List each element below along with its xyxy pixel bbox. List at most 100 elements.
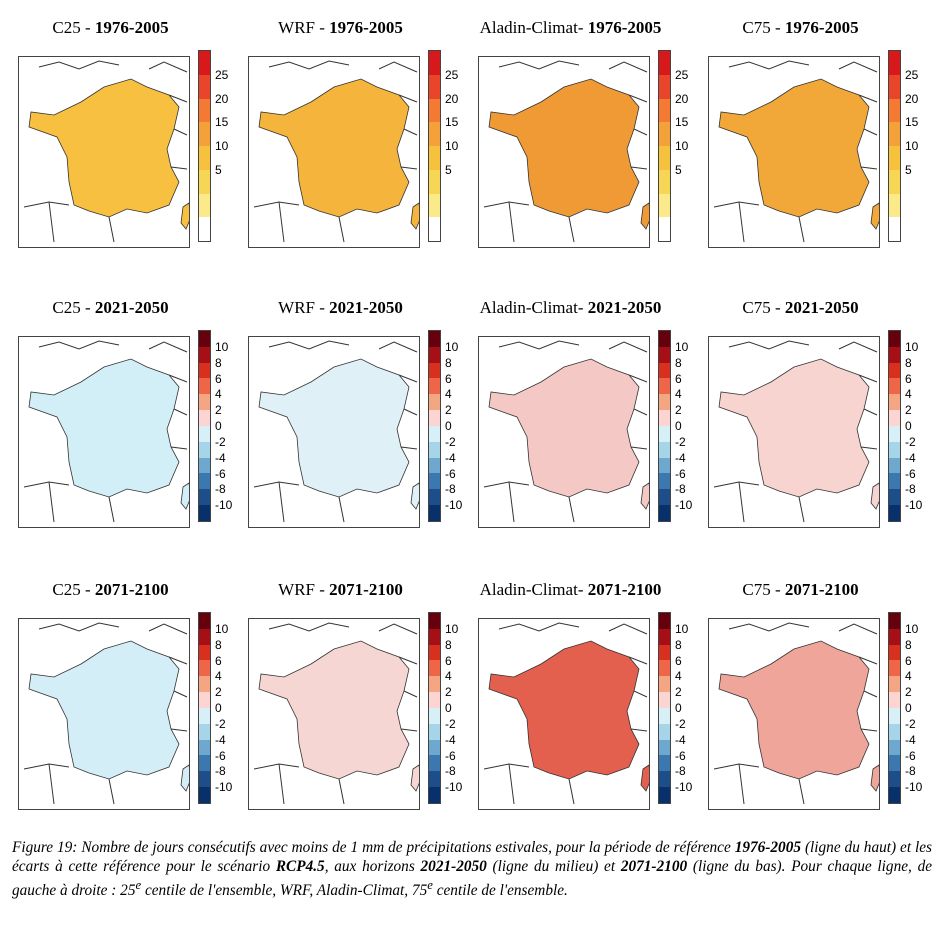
panel-separator: -: [770, 298, 785, 317]
panel-period: 1976-2005: [587, 18, 662, 37]
colorbar-segment: [199, 755, 210, 772]
panel-model: Aladin-Climat: [479, 18, 578, 37]
colorbar-tick-label: 10: [905, 339, 919, 354]
country-borders: [483, 622, 648, 805]
colorbar-tick-label: 6: [905, 371, 912, 386]
map-panel: WRF - 1976-2005 25 20 15 10 5: [238, 18, 463, 278]
colorbar-segment: [889, 193, 900, 218]
colorbar-tick-label: 5: [905, 162, 912, 177]
colorbar-segment: [659, 425, 670, 442]
colorbar-segment: [429, 660, 440, 677]
colorbar-tick-label: -6: [905, 748, 916, 763]
panel-model: C75: [742, 580, 771, 599]
colorbar-segment: [199, 739, 210, 756]
corsica-shape: [640, 202, 649, 230]
panel-separator: -: [577, 580, 588, 599]
figure-caption: Figure 19: Nombre de jours consécutifs a…: [12, 838, 932, 900]
panel-period: 2071-2100: [587, 580, 662, 599]
colorbar-segment: [429, 217, 440, 241]
colorbar-tick-label: -2: [445, 716, 456, 731]
colorbar: [888, 50, 901, 242]
panel-model: C25: [52, 298, 81, 317]
colorbar-segment: [429, 473, 440, 490]
colorbar-segment: [889, 473, 900, 490]
caption-text: (ligne du milieu) et: [486, 858, 621, 875]
colorbar-segment: [199, 74, 210, 99]
country-borders: [253, 60, 418, 243]
corsica-shape: [180, 202, 189, 230]
panel-separator: -: [315, 580, 330, 599]
colorbar-segment: [199, 98, 210, 123]
country-borders: [253, 622, 418, 805]
colorbar-tick-label: 2: [905, 403, 912, 418]
france-map: [708, 56, 880, 248]
colorbar-tick-label: 8: [215, 355, 222, 370]
colorbar-segment: [889, 787, 900, 803]
colorbar-tick-label: 4: [905, 387, 912, 402]
france-shape: [718, 78, 870, 218]
map-svg: [713, 622, 879, 805]
colorbar-segment: [429, 193, 440, 218]
colorbar-segment: [889, 739, 900, 756]
colorbar-tick-label: -2: [675, 716, 686, 731]
colorbar-tick-label: 6: [215, 371, 222, 386]
colorbar: [888, 612, 901, 804]
colorbar-tick-label: 8: [905, 355, 912, 370]
colorbar-segment: [659, 489, 670, 506]
colorbar-tick-label: 10: [215, 139, 229, 153]
colorbar-segment: [199, 217, 210, 241]
corsica-shape: [640, 482, 649, 510]
colorbar-tick-label: -4: [905, 450, 916, 465]
panel-period: 2021-2050: [329, 298, 403, 317]
colorbar-segment: [889, 331, 900, 347]
panel-model: C75: [742, 18, 771, 37]
colorbar-tick-label: -10: [215, 498, 233, 513]
colorbar-segment: [659, 771, 670, 788]
colorbar-tick-label: 10: [215, 339, 229, 354]
colorbar-tick-label: 25: [445, 67, 459, 82]
colorbar-segment: [199, 787, 210, 803]
colorbar-tick-label: 20: [905, 91, 919, 106]
colorbar: [428, 330, 441, 522]
colorbar-segment: [889, 98, 900, 123]
colorbar: [658, 612, 671, 804]
panel-period: 1976-2005: [329, 18, 403, 37]
country-borders: [713, 622, 878, 805]
panel-separator: -: [577, 18, 588, 37]
colorbar-tick-label: -4: [215, 450, 226, 465]
panel-model: WRF: [278, 298, 315, 317]
colorbar-segment: [429, 441, 440, 458]
colorbar-segment: [659, 441, 670, 458]
colorbar-tick-label: 6: [445, 653, 452, 668]
colorbar-segment: [659, 644, 670, 661]
caption-text: (ligne du bas). Pour chaque ligne, de ga…: [12, 858, 933, 900]
colorbar-tick-label: 6: [905, 653, 912, 668]
colorbar-segment: [659, 331, 670, 347]
colorbar-segment: [199, 457, 210, 474]
colorbar-segment: [889, 346, 900, 363]
colorbar-tick-label: 8: [215, 637, 222, 652]
colorbar-segment: [199, 410, 210, 426]
colorbar-tick-label: 4: [445, 387, 452, 402]
colorbar-tick-label: -8: [445, 482, 456, 497]
colorbar-segment: [659, 739, 670, 756]
corsica-shape: [410, 202, 419, 230]
colorbar-segment: [429, 613, 440, 629]
colorbar-tick-label: 10: [445, 139, 459, 153]
panel-separator: -: [770, 580, 785, 599]
colorbar-segment: [199, 707, 210, 724]
france-shape: [28, 78, 180, 218]
colorbar-tick-label: 25: [675, 67, 689, 82]
corsica-shape: [410, 482, 419, 510]
colorbar-segment: [659, 707, 670, 724]
caption-text: centile de l'ensemble.: [432, 882, 568, 900]
colorbar-segment: [199, 146, 210, 170]
colorbar-segment: [659, 51, 670, 75]
panel-separator: -: [770, 18, 785, 37]
colorbar-segment: [659, 660, 670, 677]
colorbar-segment: [429, 394, 440, 411]
colorbar-segment: [429, 378, 440, 395]
colorbar-segment: [429, 98, 440, 123]
map-panel: C75 - 2071-2100 10 8 6 4 2 0 -2 -4 -6 -8 -10: [698, 580, 923, 840]
panel-period: 1976-2005: [784, 18, 859, 37]
